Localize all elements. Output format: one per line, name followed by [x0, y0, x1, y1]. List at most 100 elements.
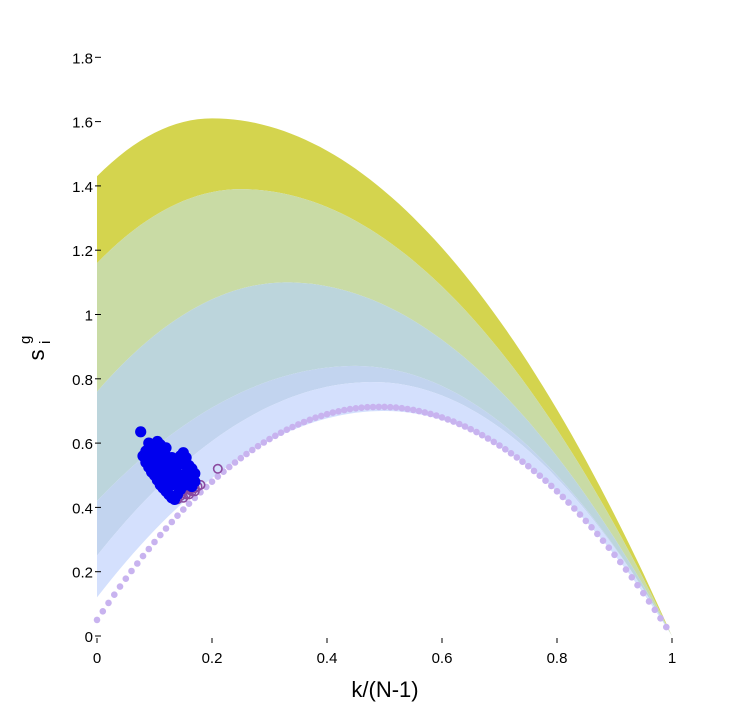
reference-dot	[312, 414, 319, 422]
filled-dot-point	[135, 426, 147, 438]
reference-dot	[450, 418, 457, 425]
x-tick-label: 1	[668, 650, 676, 667]
reference-dot	[295, 421, 302, 428]
reference-dot	[168, 518, 176, 526]
y-axis-title-base: s	[24, 350, 49, 361]
reference-dot	[243, 450, 250, 458]
y-tick-label: 0.6	[72, 436, 93, 453]
reference-dot	[634, 581, 641, 589]
reference-dot	[398, 404, 406, 412]
reference-dot	[300, 418, 308, 426]
filled-dot-point	[148, 448, 161, 460]
reference-dot	[375, 403, 383, 411]
y-tick-label: 0.2	[72, 565, 93, 582]
band-1	[97, 118, 672, 636]
reference-dot	[588, 524, 595, 531]
reference-dot	[553, 488, 561, 495]
y-tick-label: 1.4	[72, 179, 93, 196]
svg-text:s: s	[24, 350, 49, 361]
bands-layer	[97, 118, 672, 636]
reference-dot	[254, 442, 262, 450]
reference-dot	[346, 405, 354, 413]
reference-dot	[128, 567, 135, 575]
x-tick-label: 0	[93, 650, 101, 667]
reference-dot	[277, 429, 285, 437]
reference-dot	[145, 545, 153, 553]
reference-dot	[174, 512, 181, 519]
reference-dot	[456, 420, 463, 428]
reference-dot	[599, 537, 607, 544]
reference-dot	[605, 544, 613, 551]
reference-dot	[467, 425, 475, 433]
reference-dot	[289, 423, 296, 431]
y-tick-label: 1	[85, 308, 93, 325]
y-axis-title-sup: g	[17, 336, 34, 344]
reference-dot	[519, 458, 526, 466]
reference-dot	[151, 538, 158, 546]
reference-dot	[594, 530, 601, 538]
reference-dot	[628, 574, 636, 581]
x-tick-label: 0.8	[547, 650, 568, 667]
open-circle-point	[212, 463, 223, 474]
reference-dot	[565, 499, 572, 506]
reference-dot	[381, 403, 388, 411]
x-tick-label: 0.6	[432, 650, 453, 667]
reference-dot	[226, 463, 233, 471]
reference-dot	[237, 454, 245, 462]
reference-dot	[525, 462, 532, 470]
reference-dot	[427, 410, 434, 418]
reference-dot	[645, 598, 653, 605]
reference-dot	[622, 566, 630, 573]
band-5	[97, 382, 672, 636]
reference-dot	[404, 405, 411, 413]
reference-dot	[122, 575, 130, 582]
reference-dot	[478, 431, 486, 439]
svg-text:i: i	[37, 341, 54, 344]
reference-dot	[185, 500, 193, 508]
reference-dot	[444, 416, 452, 423]
reference-dot	[323, 410, 331, 418]
reference-dot	[421, 409, 429, 416]
y-axis-title: s g i	[17, 336, 54, 361]
reference-dot	[617, 558, 624, 566]
reference-dot	[341, 406, 348, 414]
reference-dot	[571, 505, 578, 512]
reference-dot	[358, 404, 365, 412]
y-tick-label: 1.6	[72, 115, 93, 132]
reference-dot	[272, 432, 279, 440]
reference-dot	[473, 428, 480, 436]
reference-dot	[507, 450, 515, 457]
reference-dot	[249, 446, 256, 454]
reference-dot	[111, 591, 118, 598]
x-tick-label: 0.2	[202, 650, 223, 667]
reference-dot	[484, 435, 492, 442]
reference-dot	[657, 615, 664, 622]
reference-dot	[438, 414, 446, 421]
reference-dot	[392, 404, 400, 411]
reference-dot	[502, 446, 509, 453]
reference-dot	[663, 623, 670, 631]
reference-dot	[387, 403, 394, 411]
reference-dot	[157, 531, 164, 539]
reference-dot	[329, 409, 337, 416]
reference-dot	[513, 454, 521, 461]
reference-dot	[260, 439, 268, 446]
reference-dot	[105, 599, 112, 607]
reference-dot	[335, 408, 342, 415]
reference-dot	[576, 511, 584, 518]
x-tick-label: 0.4	[317, 650, 338, 667]
reference-dot	[530, 467, 538, 475]
reference-dot	[99, 608, 107, 615]
y-tick-label: 1.8	[72, 50, 93, 67]
axes: 0 0.2 0.4 0.6 0.8 1 0 0.2 0.4 0.6 0.8 1 1.2 1.4 1.6 1.8	[72, 50, 676, 667]
reference-dot	[139, 552, 147, 560]
reference-dot	[536, 472, 544, 480]
reference-dot	[93, 616, 101, 624]
reference-dot	[134, 560, 141, 567]
reference-dot	[582, 517, 590, 525]
y-tick-label: 0.4	[72, 500, 93, 517]
filled-dots-layer	[135, 426, 201, 505]
reference-dot	[116, 583, 124, 590]
reference-dot	[180, 506, 187, 513]
